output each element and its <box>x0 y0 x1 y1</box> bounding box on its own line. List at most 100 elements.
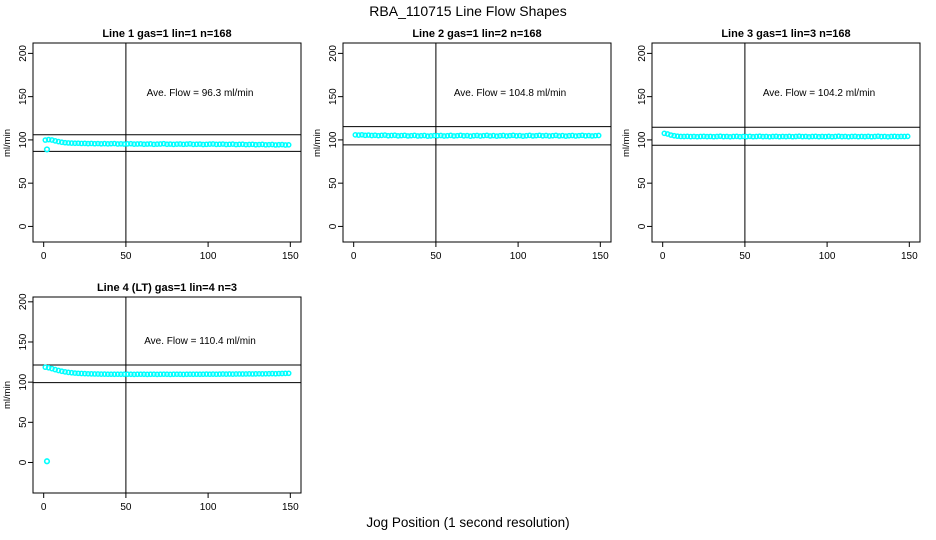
data-point <box>405 133 411 139</box>
x-tick-label: 50 <box>120 502 132 513</box>
data-point <box>674 133 681 140</box>
data-point <box>746 133 753 140</box>
data-point <box>750 133 756 140</box>
data-point <box>493 133 500 139</box>
data-point <box>65 369 72 376</box>
data-point <box>154 371 160 378</box>
subplot-line4: Line 4 (LT) gas=1 lin=4 n=3 ml/min 0 50 10… <box>0 274 312 522</box>
data-point <box>266 370 272 377</box>
data-point <box>272 370 279 377</box>
data-point <box>269 141 276 148</box>
plot-box <box>651 42 921 243</box>
data-point <box>533 132 540 139</box>
data-point <box>137 140 144 147</box>
data-point <box>177 371 184 378</box>
x-tick-label: 0 <box>351 251 357 262</box>
data-point <box>200 371 207 378</box>
x-axis-shared-label: Jog Position (1 second resolution) <box>366 515 570 530</box>
data-point <box>147 371 154 378</box>
data-point <box>799 133 806 140</box>
data-point <box>454 132 461 139</box>
subplot-title: Line 3 gas=1 lin=3 n=168 <box>721 28 850 40</box>
data-point <box>441 133 447 139</box>
data-point <box>121 371 128 378</box>
data-point <box>72 140 78 147</box>
data-point <box>398 132 405 139</box>
x-tick-label: 50 <box>120 251 132 262</box>
data-point <box>414 133 421 139</box>
data-point <box>190 141 197 148</box>
data-point <box>868 133 875 140</box>
data-point <box>174 141 180 147</box>
data-point <box>727 133 733 140</box>
data-point <box>576 132 582 139</box>
data-point <box>197 141 203 147</box>
data-point <box>520 133 526 139</box>
y-tick-label: 100 <box>637 131 648 148</box>
data-point <box>783 133 789 140</box>
data-point <box>223 141 230 148</box>
data-point <box>825 133 832 140</box>
data-point <box>539 132 546 139</box>
y-tick-label: 0 <box>328 223 339 229</box>
data-point <box>91 140 98 147</box>
data-point <box>252 371 259 377</box>
data-point <box>477 133 484 139</box>
plot-area: 0 50 100 150 0 50 100 150 200 <box>18 42 302 262</box>
data-point <box>98 140 105 147</box>
data-point <box>243 141 249 148</box>
data-point <box>187 371 193 378</box>
data-point <box>141 141 147 148</box>
data-point <box>885 133 891 140</box>
data-point <box>68 369 75 376</box>
data-point <box>451 133 457 139</box>
data-point <box>124 141 131 147</box>
data-point <box>98 371 105 377</box>
data-point <box>720 133 727 140</box>
data-point <box>78 370 85 377</box>
data-point <box>279 141 285 148</box>
data-point <box>167 371 174 378</box>
data-point <box>223 371 230 377</box>
data-point <box>58 368 65 375</box>
subplot-line2-svg: Line 2 gas=1 lin=2 n=168 ml/min 0 50 100 15… <box>312 28 612 262</box>
data-point <box>42 137 49 143</box>
data-point <box>592 132 599 139</box>
y-tick-label: 0 <box>18 459 29 465</box>
data-point <box>134 141 141 147</box>
data-point <box>760 133 766 140</box>
data-point <box>490 132 497 139</box>
data-point <box>507 132 513 139</box>
data-point <box>141 371 147 378</box>
data-point <box>78 140 85 147</box>
data-point <box>579 132 586 139</box>
data-point <box>694 133 701 140</box>
data-point <box>45 136 52 143</box>
y-axis-label: ml/min <box>621 129 632 157</box>
y-tick-label: 150 <box>328 88 339 105</box>
data-point <box>144 141 151 147</box>
data-point <box>661 130 668 137</box>
data-point <box>457 132 464 139</box>
data-point <box>480 132 487 139</box>
data-point <box>124 371 131 378</box>
data-point <box>756 133 763 140</box>
data-point <box>375 132 382 139</box>
data-point <box>503 133 510 139</box>
subplot-title: Line 1 gas=1 lin=1 n=168 <box>102 28 231 40</box>
data-point <box>206 371 213 378</box>
y-tick-label: 200 <box>637 45 648 62</box>
data-point <box>484 132 490 139</box>
data-point <box>806 133 812 140</box>
data-point <box>180 371 187 378</box>
data-point <box>183 371 190 378</box>
data-point <box>858 133 865 140</box>
data-point <box>700 133 707 140</box>
y-tick-label: 0 <box>637 223 648 229</box>
data-point <box>229 371 236 377</box>
y-tick-label: 50 <box>18 416 29 428</box>
data-point <box>832 133 839 140</box>
data-point <box>104 141 111 147</box>
data-point <box>170 371 177 378</box>
data-point <box>88 140 95 147</box>
